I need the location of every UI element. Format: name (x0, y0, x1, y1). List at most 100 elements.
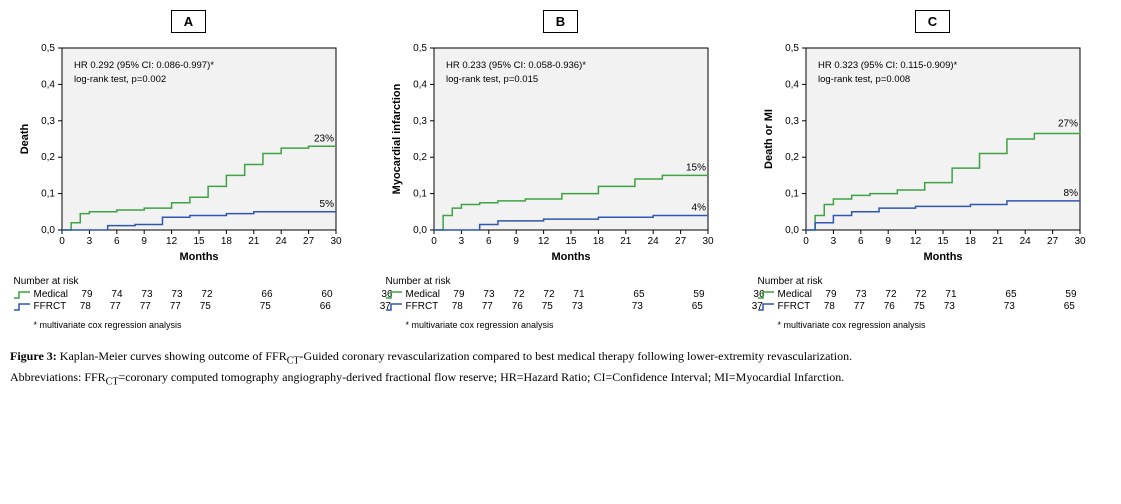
cox-footnote: * multivariate cox regression analysis (386, 320, 736, 330)
risk-label-medical: Medical (778, 289, 812, 300)
hr-text: HR 0.292 (95% CI: 0.086-0.997)* (74, 60, 214, 71)
risk-label-ffrct: FFRCT (34, 301, 67, 312)
xtick-label: 9 (513, 236, 519, 247)
ytick-label: 0,1 (785, 189, 799, 200)
risk-value: 78 (70, 301, 100, 312)
risk-title: Number at risk (14, 276, 364, 287)
chart-wrap: 0,00,10,20,30,40,5036912151821242730Mont… (14, 38, 364, 330)
risk-value (1026, 289, 1056, 300)
x-axis-label: Months (551, 251, 590, 263)
ytick-label: 0,4 (785, 79, 799, 90)
xtick-label: 6 (114, 236, 120, 247)
risk-value: 59 (1056, 289, 1086, 300)
risk-label-ffrct: FFRCT (406, 301, 439, 312)
xtick-label: 24 (647, 236, 659, 247)
risk-value: 76 (874, 301, 904, 312)
xtick-label: 12 (910, 236, 922, 247)
ffrct-end-label: 4% (691, 202, 706, 213)
ytick-label: 0,5 (785, 43, 799, 54)
risk-value (340, 301, 370, 312)
legend-swatch (386, 302, 402, 312)
xtick-label: 18 (220, 236, 232, 247)
risk-value: 74 (102, 289, 132, 300)
risk-value (222, 289, 252, 300)
ffrct-end-label: 5% (319, 199, 334, 210)
ytick-label: 0,5 (41, 43, 55, 54)
risk-table: Number at riskMedical7973727271655936FFR… (758, 276, 1108, 312)
ytick-label: 0,4 (413, 79, 427, 90)
risk-value: 73 (846, 289, 876, 300)
xtick-label: 12 (166, 236, 178, 247)
xtick-label: 18 (964, 236, 976, 247)
risk-value: 75 (250, 301, 280, 312)
km-chart-A: 0,00,10,20,30,40,5036912151821242730Mont… (14, 38, 364, 268)
risk-value: 66 (252, 289, 282, 300)
risk-value: 65 (1054, 301, 1084, 312)
risk-value (342, 289, 372, 300)
risk-value: 37 (1114, 301, 1121, 312)
risk-value (594, 289, 624, 300)
y-axis-label: Death (19, 123, 31, 154)
risk-value: 71 (936, 289, 966, 300)
risk-value: 77 (160, 301, 190, 312)
risk-value: 65 (624, 289, 654, 300)
caption-lead: Figure 3: (10, 349, 57, 363)
risk-value (654, 289, 684, 300)
risk-value: 73 (934, 301, 964, 312)
xtick-label: 6 (858, 236, 864, 247)
risk-value: 79 (444, 289, 474, 300)
risk-value: 36 (1116, 289, 1121, 300)
xtick-label: 9 (141, 236, 147, 247)
risk-title: Number at risk (386, 276, 736, 287)
km-chart-C: 0,00,10,20,30,40,5036912151821242730Mont… (758, 38, 1108, 268)
risk-value (280, 301, 310, 312)
chart-wrap: 0,00,10,20,30,40,5036912151821242730Mont… (758, 38, 1108, 330)
risk-value: 72 (534, 289, 564, 300)
risk-value: 72 (906, 289, 936, 300)
risk-value: 73 (622, 301, 652, 312)
panel-label: C (915, 10, 950, 33)
risk-label-medical: Medical (406, 289, 440, 300)
legend-swatch (386, 290, 402, 300)
logrank-text: log-rank test, p=0.008 (818, 74, 910, 85)
xtick-label: 3 (86, 236, 92, 247)
risk-table: Number at riskMedical7973727271655936FFR… (386, 276, 736, 312)
xtick-label: 30 (1074, 236, 1086, 247)
ytick-label: 0,0 (785, 225, 799, 236)
panel-B: B 0,00,10,20,30,40,5036912151821242730Mo… (382, 10, 739, 330)
risk-value: 79 (72, 289, 102, 300)
risk-value: 65 (996, 289, 1026, 300)
risk-value (1084, 301, 1114, 312)
risk-value (282, 289, 312, 300)
risk-value: 75 (190, 301, 220, 312)
panel-A: A 0,00,10,20,30,40,5036912151821242730Mo… (10, 10, 367, 330)
y-axis-label: Death or MI (763, 109, 775, 169)
risk-value: 79 (816, 289, 846, 300)
logrank-text: log-rank test, p=0.015 (446, 74, 538, 85)
risk-value: 71 (564, 289, 594, 300)
panel-C: C 0,00,10,20,30,40,5036912151821242730Mo… (754, 10, 1111, 330)
xtick-label: 0 (803, 236, 809, 247)
abbrev-sub: CT (106, 376, 119, 387)
risk-value: 76 (502, 301, 532, 312)
hr-text: HR 0.323 (95% CI: 0.115-0.909)* (818, 60, 958, 71)
ytick-label: 0,3 (41, 116, 55, 127)
risk-value: 77 (844, 301, 874, 312)
ytick-label: 0,3 (785, 116, 799, 127)
xtick-label: 18 (592, 236, 604, 247)
risk-value: 66 (310, 301, 340, 312)
xtick-label: 27 (1047, 236, 1059, 247)
risk-value: 77 (472, 301, 502, 312)
legend-swatch (14, 290, 30, 300)
logrank-text: log-rank test, p=0.002 (74, 74, 166, 85)
risk-value: 72 (876, 289, 906, 300)
risk-value: 60 (312, 289, 342, 300)
xtick-label: 24 (1019, 236, 1031, 247)
medical-end-label: 27% (1057, 119, 1077, 130)
xtick-label: 30 (702, 236, 714, 247)
risk-row-medical: Medical7973727271655936 (758, 289, 1108, 300)
xtick-label: 12 (538, 236, 550, 247)
ytick-label: 0,5 (413, 43, 427, 54)
km-chart-B: 0,00,10,20,30,40,5036912151821242730Mont… (386, 38, 736, 268)
xtick-label: 21 (248, 236, 260, 247)
